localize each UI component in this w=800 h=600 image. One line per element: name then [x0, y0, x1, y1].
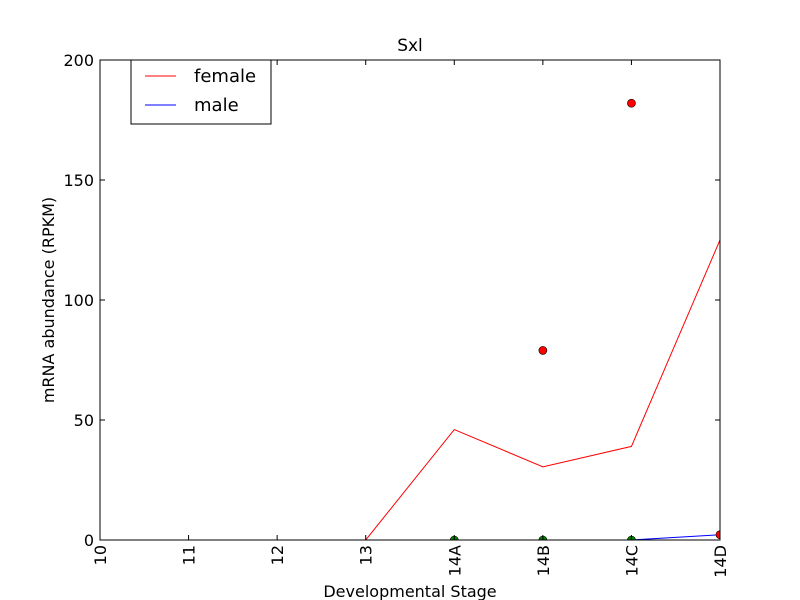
- x-tick-label: 10: [91, 545, 110, 565]
- series-line-male: [100, 534, 720, 540]
- x-tick-label: 14B: [534, 545, 553, 576]
- x-tick-label: 13: [357, 545, 376, 565]
- x-tick-label: 14A: [445, 545, 464, 576]
- legend-label-female: female: [194, 66, 256, 87]
- plot-area-frame: [99, 59, 721, 541]
- series-line-female: [100, 239, 720, 540]
- legend-label-male: male: [194, 95, 239, 116]
- y-tick-label: 150: [63, 171, 94, 190]
- x-tick-label: 14C: [622, 545, 641, 577]
- x-tick-label: 14D: [711, 545, 730, 578]
- legend-box: [130, 59, 272, 125]
- y-tick-label: 200: [63, 51, 94, 70]
- data-point: [715, 530, 720, 540]
- y-tick-label: 0: [84, 531, 94, 550]
- y-tick-label: 50: [74, 411, 94, 430]
- x-axis-label: Developmental Stage: [323, 582, 496, 600]
- y-axis-label: mRNA abundance (RPKM): [39, 197, 58, 403]
- chart-title: Sxl: [397, 36, 423, 56]
- y-tick-label: 100: [63, 291, 94, 310]
- x-tick-label: 11: [180, 545, 199, 565]
- x-tick-label: 12: [268, 545, 287, 565]
- data-point: [538, 346, 548, 355]
- legend: female male: [130, 59, 272, 125]
- data-point: [627, 98, 636, 108]
